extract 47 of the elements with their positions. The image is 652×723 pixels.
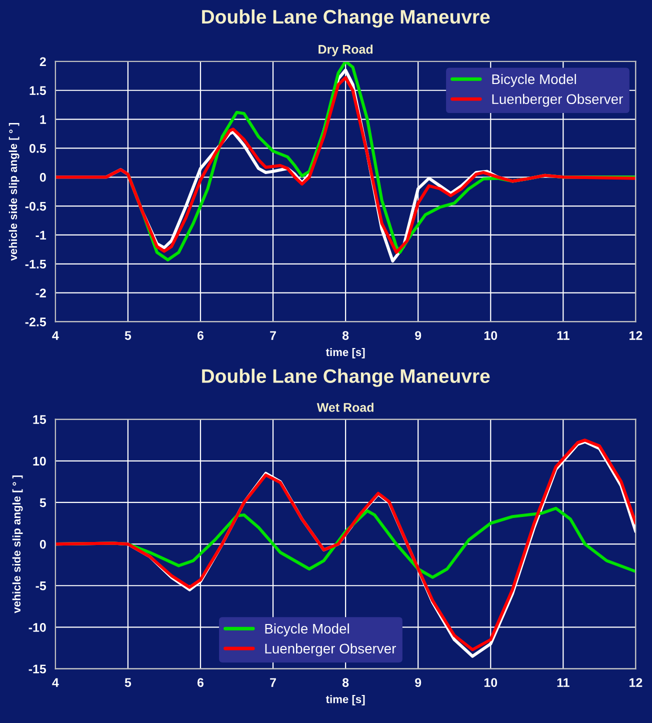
x-tick-label: 4 <box>52 678 59 687</box>
y-tick-label: -10 <box>28 623 46 632</box>
x-tick-label: 12 <box>630 331 642 340</box>
y-tick-label: 15 <box>33 415 46 424</box>
y-tick-label: 0 <box>40 540 46 549</box>
y-tick-label: 1 <box>40 115 46 124</box>
x-tick-label: 12 <box>630 678 642 687</box>
y-tick-label: 2 <box>40 57 46 66</box>
x-tick-label: 4 <box>52 331 59 340</box>
chart-subtitle: Dry Road <box>318 44 373 56</box>
y-tick-label: -0.5 <box>25 202 46 211</box>
y-tick-label: -1 <box>36 230 46 240</box>
x-tick-label: 8 <box>342 331 349 340</box>
x-tick-label: 11 <box>557 331 570 340</box>
x-tick-label: 10 <box>484 678 498 687</box>
legend-label: Bicycle Model <box>492 74 576 87</box>
y-tick-label: 1.5 <box>30 86 46 96</box>
x-tick-label: 6 <box>197 331 204 340</box>
x-tick-label: 5 <box>124 678 132 687</box>
y-tick-label: -5 <box>36 582 46 590</box>
x-tick-label: 9 <box>415 678 422 687</box>
y-tick-label: -2 <box>36 288 46 298</box>
y-tick-label: 5 <box>40 498 46 508</box>
y-tick-label: -1.5 <box>25 260 46 269</box>
x-tick-label: 11 <box>557 678 570 687</box>
x-tick-label: 8 <box>342 678 349 687</box>
x-tick-label: 7 <box>270 331 276 340</box>
y-tick-label: 10 <box>33 456 46 466</box>
x-axis-title: time [s] <box>326 348 365 358</box>
legend-label: Luenberger Observer <box>492 94 623 107</box>
chart-title: Double Lane Change Maneuvre <box>202 368 490 387</box>
y-tick-label: 0.5 <box>30 144 46 153</box>
x-tick-label: 10 <box>484 331 498 340</box>
chart-title: Double Lane Change Maneuvre <box>202 9 490 28</box>
x-tick-label: 9 <box>415 331 422 340</box>
x-tick-label: 6 <box>197 678 204 687</box>
y-axis-title: vehicle side slip angle [ ° ] <box>12 475 23 614</box>
x-tick-label: 5 <box>124 331 132 340</box>
y-axis-title: vehicle side slip angle [ ° ] <box>8 122 20 261</box>
chart-subtitle: Wet Road <box>316 402 374 412</box>
legend-label: Luenberger Observer <box>265 643 396 656</box>
y-tick-label: -2.5 <box>25 318 46 326</box>
x-axis-title: time [s] <box>326 695 365 706</box>
legend-label: Bicycle Model <box>265 623 349 636</box>
x-tick-label: 7 <box>270 678 276 687</box>
y-tick-label: 0 <box>40 172 46 182</box>
y-tick-label: -15 <box>28 664 46 674</box>
